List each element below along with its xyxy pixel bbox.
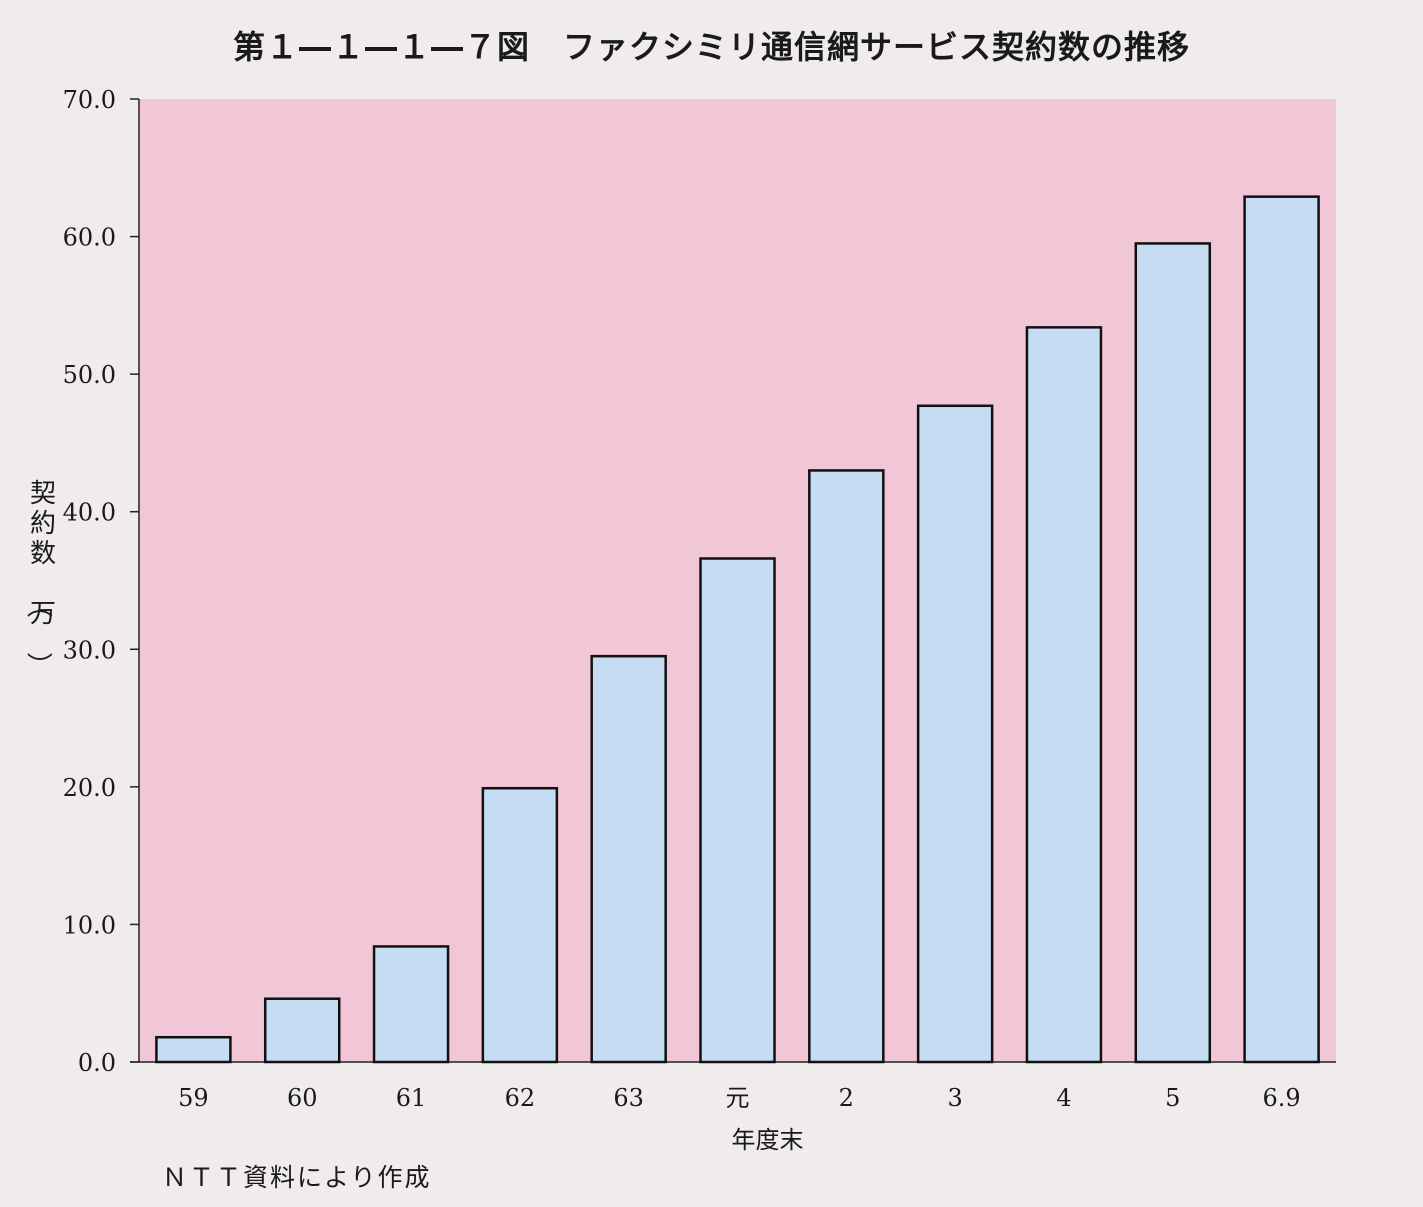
x-tick-label: 2 [839, 1084, 854, 1112]
x-tick-label: 元 [726, 1084, 750, 1112]
x-tick-label: 3 [947, 1084, 962, 1112]
bar-4 [1025, 326, 1103, 1064]
bar-6.9 [1243, 195, 1320, 1064]
y-tick-label: 0.0 [78, 1049, 116, 1077]
y-tick-label: 40.0 [63, 499, 116, 527]
x-tick-label: 4 [1056, 1084, 1071, 1112]
y-axis-label: 契約数（万） [23, 479, 56, 678]
y-tick-label: 20.0 [63, 774, 116, 802]
x-tick-label: 60 [287, 1084, 318, 1112]
x-tick-label: 6.9 [1263, 1084, 1301, 1112]
bar-3 [916, 404, 994, 1064]
x-axis-label: 年度末 [732, 1126, 804, 1154]
chart-title: 第１―１―１―７図 ファクシミリ通信網サービス契約数の推移 [232, 28, 1190, 66]
bar-2 [808, 469, 885, 1064]
x-tick-label: 61 [396, 1084, 427, 1112]
y-tick-label: 70.0 [63, 86, 116, 114]
x-tick-label: 63 [613, 1084, 644, 1112]
bar-5 [1134, 242, 1212, 1064]
bar-61 [372, 945, 450, 1064]
y-tick-label: 60.0 [63, 224, 116, 252]
x-tick-label: 5 [1165, 1084, 1180, 1112]
source-note: ＮＴＴ資料により作成 [162, 1163, 432, 1192]
y-tick-label: 10.0 [63, 911, 116, 939]
x-tick-label: 59 [178, 1084, 209, 1112]
x-tick-label: 62 [505, 1084, 536, 1112]
bar-元 [699, 557, 776, 1064]
bar-62 [481, 786, 559, 1064]
bar-59 [155, 1035, 232, 1064]
y-tick-label: 30.0 [63, 636, 116, 664]
y-tick-label: 50.0 [63, 361, 116, 389]
bar-63 [590, 654, 667, 1064]
bar-60 [263, 997, 341, 1064]
